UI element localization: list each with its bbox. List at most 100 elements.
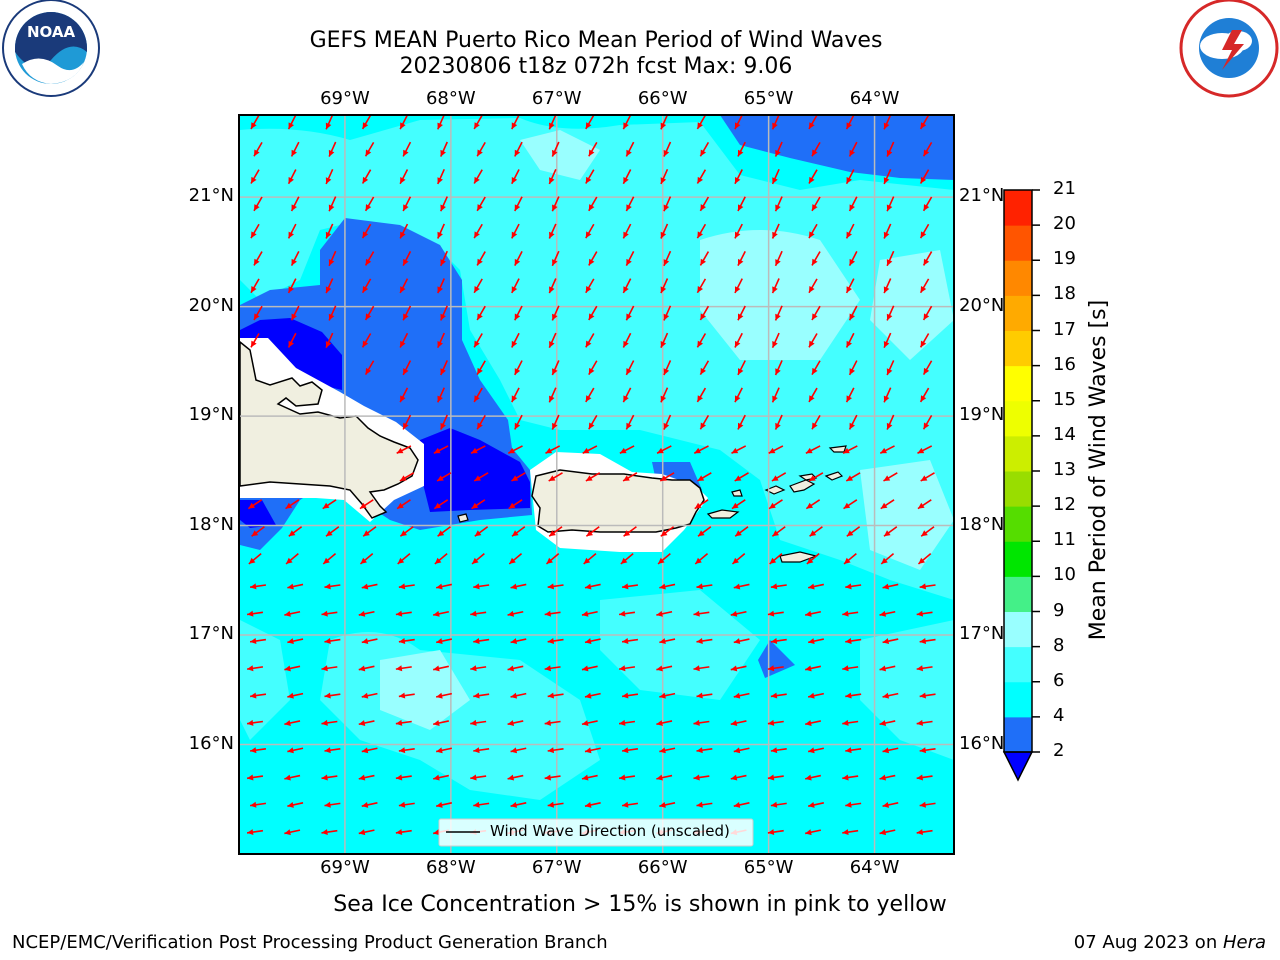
wind-arrow [879,610,896,617]
wind-arrow [769,553,783,565]
wind-arrow [768,499,783,510]
wind-arrow [659,747,676,754]
wind-arrow [473,223,483,239]
wind-arrow [362,526,377,537]
colorbar-segment [1004,576,1032,612]
wind-arrow [699,251,710,266]
wind-arrow [287,583,304,590]
wind-arrow [843,553,857,565]
colorbar-tick-label: 9 [1053,599,1065,621]
wind-arrow [324,692,341,699]
wind-arrow [808,747,824,754]
wind-arrow [324,801,341,808]
wind-arrow [284,665,301,672]
wind-arrow [584,638,601,645]
wind-arrow [808,638,824,645]
lon-label: 65°W [743,88,794,109]
wind-arrow [882,692,899,699]
wind-arrow [581,665,598,672]
wind-arrow [250,333,260,348]
wind-arrow [663,196,672,212]
wind-arrow [246,610,264,617]
wind-arrow [699,196,710,212]
wind-arrow [770,638,787,644]
wind-arrow [774,360,783,376]
wind-arrow [402,196,412,212]
wind-arrow [248,553,262,565]
chart-title: GEFS MEAN Puerto Rico Mean Period of Win… [309,28,883,53]
colorbar-tick-label: 2 [1053,740,1065,761]
wind-arrow [920,526,935,537]
wind-arrow [886,196,895,212]
wind-arrow [845,278,855,294]
wind-arrow [253,305,263,321]
wind-arrow [880,553,895,565]
wind-arrow [845,169,855,185]
wind-arrow [581,774,598,781]
wind-arrow [659,801,676,808]
wind-arrow [699,414,710,430]
wind-arrow [588,141,598,157]
wind-arrow [919,638,936,644]
wind-arrow [845,472,861,482]
wind-arrow [511,387,520,403]
nws-logo-icon [1179,0,1279,98]
wind-arrow [585,387,595,403]
wind-arrow [582,445,598,454]
wind-arrow [659,472,675,482]
wind-arrow [693,774,710,781]
wind-arrow [767,665,784,672]
wind-arrow [473,115,483,130]
wind-arrow [917,445,933,454]
wind-arrow [396,445,412,454]
wind-arrow [625,414,635,430]
wind-arrow [544,719,561,726]
lat-label-right: 18°N [959,513,1005,535]
wind-arrow [734,223,743,239]
wind-arrow [808,583,824,590]
wind-arrow [474,526,489,537]
wind-arrow [402,251,412,266]
wind-arrow [399,278,409,294]
wind-arrow [771,115,780,130]
wind-arrow [696,747,713,754]
wind-arrow [396,499,411,510]
map-area [239,115,954,854]
wind-arrow [361,801,378,808]
wind-arrow [730,610,747,617]
wind-arrow [328,305,337,321]
wind-arrow [470,719,487,726]
wind-arrow [514,141,523,157]
lat-label-left: 21°N [188,185,234,207]
wind-arrow [696,638,713,644]
wind-arrow [660,387,669,403]
wind-arrow [287,278,297,294]
wind-arrow [249,747,267,754]
wind-arrow [879,720,896,726]
wind-arrow [879,829,896,836]
wind-arrow [514,196,523,212]
wind-arrow [246,829,264,836]
wind-arrow [697,526,712,537]
wind-arrow [399,387,409,403]
wind-arrow [663,360,672,376]
wind-arrow [917,499,932,510]
wind-arrow [585,472,601,482]
wind-arrow [399,332,409,348]
wind-arrow [848,360,858,376]
lat-label-left: 18°N [188,513,234,535]
wind-arrow [581,610,598,617]
wind-arrow [771,387,780,403]
wind-arrow [588,196,598,212]
wind-arrow [660,168,669,185]
wind-arrow [551,141,560,157]
wind-arrow [511,332,520,348]
wind-arrow [808,169,818,184]
wind-arrow [251,526,265,537]
wind-arrow [805,665,821,672]
lat-label-left: 20°N [188,294,234,316]
colorbar-segment [1004,681,1032,718]
lon-label: 66°W [637,857,688,878]
wind-arrow [514,251,523,266]
